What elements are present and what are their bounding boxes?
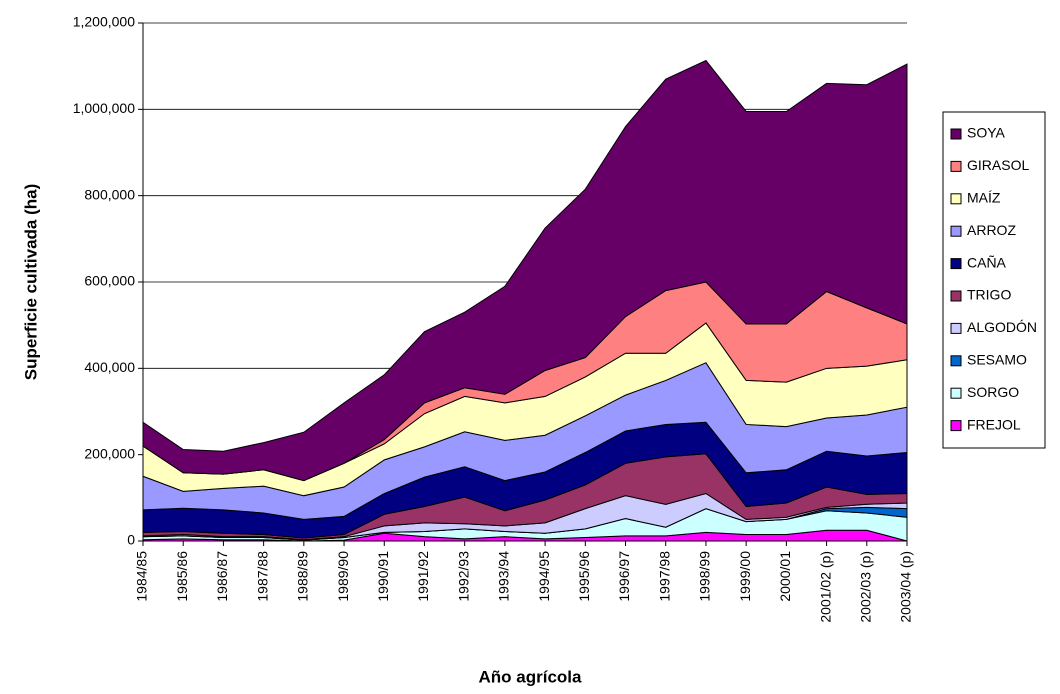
y-axis-label: Superficie cultivada (ha)	[21, 184, 40, 381]
legend-swatch	[950, 420, 962, 432]
y-tick-label: 1,000,000	[73, 100, 135, 116]
legend-swatch	[950, 225, 962, 237]
legend-swatch	[950, 193, 962, 205]
x-tick-label: 1995/96	[576, 551, 592, 602]
y-tick-label: 600,000	[84, 273, 135, 289]
legend-label: GIRASOL	[967, 157, 1029, 173]
y-tick-label: 800,000	[84, 186, 135, 202]
x-tick-label: 1992/93	[455, 551, 471, 602]
x-tick-label: 2003/04 (p)	[898, 551, 914, 623]
legend-swatch	[950, 258, 962, 270]
x-tick-label: 1993/94	[496, 551, 512, 602]
x-tick-label: 1991/92	[415, 551, 431, 602]
legend-label: MAÍZ	[967, 190, 1001, 206]
legend-label: ALGODÓN	[967, 319, 1037, 335]
legend-swatch	[950, 290, 962, 302]
x-tick-label: 2002/03 (p)	[857, 551, 873, 623]
legend-label: SORGO	[967, 384, 1019, 400]
legend-label: SESAMO	[967, 352, 1027, 368]
legend-label: ARROZ	[967, 222, 1016, 238]
x-tick-label: 2001/02 (p)	[817, 551, 833, 623]
x-tick-label: 1990/91	[375, 551, 391, 602]
y-tick-label: 200,000	[84, 445, 135, 461]
x-tick-label: 1994/95	[536, 551, 552, 602]
x-tick-label: 1998/99	[697, 551, 713, 602]
y-tick-label: 0	[127, 532, 135, 548]
legend-swatch	[950, 160, 962, 172]
legend-swatch	[950, 128, 962, 140]
x-tick-label: 1999/00	[737, 551, 753, 602]
y-tick-label: 1,200,000	[73, 14, 135, 30]
y-tick-label: 400,000	[84, 359, 135, 375]
legend-swatch	[950, 387, 962, 399]
x-tick-label: 1997/98	[656, 551, 672, 602]
legend-label: TRIGO	[967, 287, 1011, 303]
legend-label: FREJOL	[967, 416, 1021, 432]
legend-label: CAÑA	[967, 254, 1007, 270]
x-axis-label: Año agrícola	[479, 667, 583, 686]
legend-swatch	[950, 355, 962, 367]
x-tick-label: 1985/86	[174, 551, 190, 602]
legend-label: SOYA	[967, 125, 1006, 141]
x-tick-label: 1984/85	[134, 551, 150, 602]
area	[142, 59, 908, 482]
x-tick-label: 1987/88	[254, 551, 270, 602]
x-tick-label: 1989/90	[335, 551, 351, 602]
legend-swatch	[950, 322, 962, 334]
x-tick-label: 1988/89	[295, 551, 311, 602]
x-tick-label: 2000/01	[777, 551, 793, 602]
x-tick-label: 1996/97	[616, 551, 632, 602]
x-tick-label: 1986/87	[214, 551, 230, 602]
